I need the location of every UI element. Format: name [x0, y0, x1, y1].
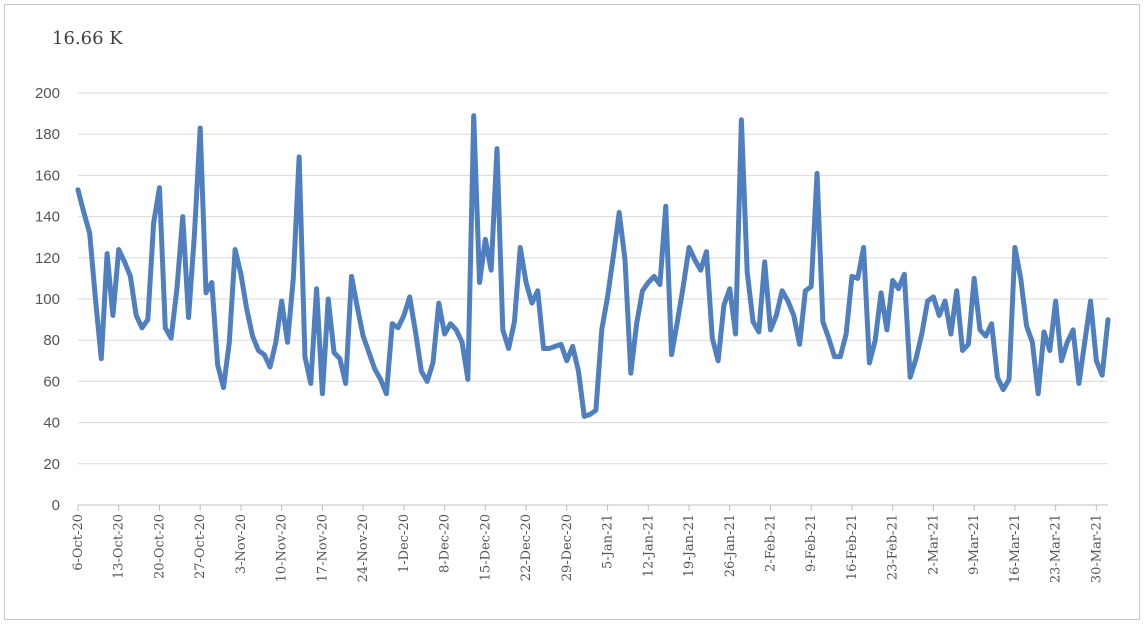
x-tick-label: 2-Mar-21 — [926, 514, 941, 575]
y-tick-label: 60 — [43, 373, 60, 390]
x-tick-label: 24-Nov-20 — [356, 514, 371, 582]
x-tick-label: 23-Mar-21 — [1049, 514, 1064, 583]
x-tick-label: 17-Nov-20 — [315, 514, 330, 582]
x-tick-label: 20-Oct-20 — [152, 514, 167, 579]
x-tick-label: 6-Oct-20 — [71, 514, 86, 571]
x-tick-label: 23-Feb-21 — [886, 514, 901, 580]
x-tick-label: 13-Oct-20 — [112, 514, 127, 579]
y-tick-label: 160 — [35, 167, 60, 184]
x-tick-label: 9-Mar-21 — [967, 514, 982, 575]
x-tick-label: 19-Jan-21 — [682, 514, 697, 577]
chart-title: 16.66 K — [52, 28, 123, 49]
y-tick-label: 140 — [35, 209, 60, 226]
y-tick-label: 120 — [35, 250, 60, 267]
x-tick-label: 1-Dec-20 — [397, 514, 412, 573]
x-tick-label: 26-Jan-21 — [723, 514, 738, 577]
x-tick-label: 22-Dec-20 — [519, 514, 534, 581]
y-tick-label: 20 — [43, 456, 60, 473]
chart-frame — [4, 4, 1140, 620]
x-tick-label: 12-Jan-21 — [641, 514, 656, 577]
x-tick-label: 8-Dec-20 — [438, 514, 453, 573]
x-tick-label: 30-Mar-21 — [1089, 514, 1104, 583]
x-axis — [77, 504, 1108, 511]
x-tick-label: 2-Feb-21 — [763, 514, 778, 572]
x-tick-label: 16-Mar-21 — [1008, 514, 1023, 583]
x-tick-label: 9-Feb-21 — [804, 514, 819, 572]
x-tick-label: 16-Feb-21 — [845, 514, 860, 580]
y-tick-label: 0 — [52, 497, 60, 514]
x-tick-label: 3-Nov-20 — [234, 514, 249, 574]
x-tick-label: 27-Oct-20 — [193, 514, 208, 579]
x-tick-label: 15-Dec-20 — [478, 514, 493, 581]
y-tick-label: 80 — [43, 332, 60, 349]
y-tick-label: 200 — [35, 85, 60, 102]
series-line — [75, 113, 1111, 419]
x-tick-label: 10-Nov-20 — [275, 514, 290, 582]
series-layer — [75, 113, 1111, 419]
x-axis-tick-labels: 6-Oct-20 13-Oct-20 20-Oct-20 27-Oct-20 3-Nov… — [71, 514, 1104, 583]
x-tick-label: 29-Dec-20 — [560, 514, 575, 581]
gridlines — [78, 92, 1108, 465]
y-tick-label: 180 — [35, 126, 60, 143]
y-tick-label: 40 — [43, 415, 60, 432]
y-tick-label: 100 — [35, 291, 60, 308]
x-tick-label: 5-Jan-21 — [601, 514, 616, 569]
y-axis-tick-labels: 0 20 40 60 80 100 120 140 160 180 200 — [35, 85, 60, 514]
